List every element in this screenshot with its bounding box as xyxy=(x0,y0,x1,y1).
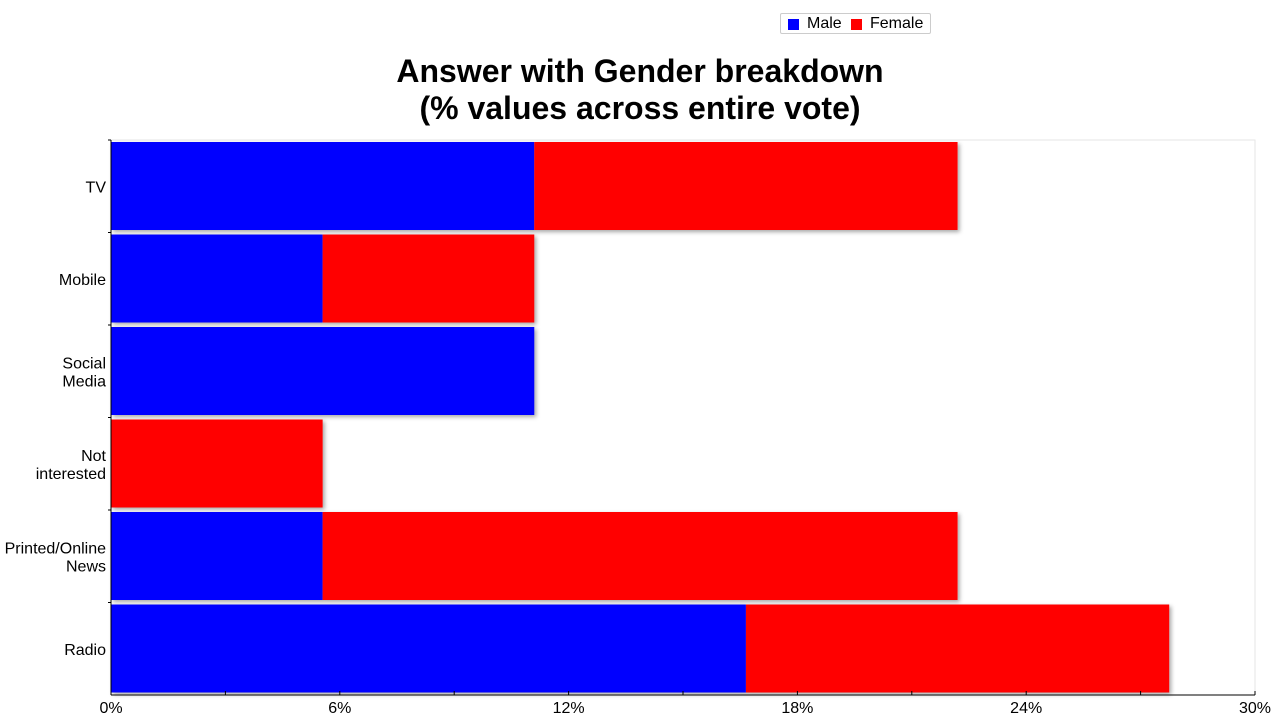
y-tick-label-line: News xyxy=(66,558,106,575)
y-axis: TV Mobile Social Media Not interested Printed/… xyxy=(5,139,112,695)
y-tick-label-mobile: Mobile xyxy=(59,272,106,289)
y-tick-label-line: Radio xyxy=(64,642,106,659)
chart-title: Answer with Gender breakdown (% values a… xyxy=(0,53,1280,127)
legend-swatch-male xyxy=(788,18,799,30)
y-tick-label-not-interested: Not interested xyxy=(36,448,107,483)
bar-tv-male[interactable] xyxy=(111,142,535,230)
x-tick-label: 6% xyxy=(328,700,351,717)
bar-printed-online-news-female[interactable] xyxy=(322,512,958,600)
legend: Male Female xyxy=(780,13,931,34)
y-tick-label-printed-online-news: Printed/Online News xyxy=(5,540,106,575)
y-tick-label-tv: TV xyxy=(86,179,107,196)
legend-label-male: Male xyxy=(807,15,842,32)
y-tick-label-social-media: Social Media xyxy=(62,355,106,390)
legend-item-male[interactable]: Male xyxy=(788,15,842,33)
bar-printed-online-news-male[interactable] xyxy=(111,512,323,600)
bar-group-not-interested xyxy=(111,419,323,508)
bar-group-radio xyxy=(111,604,1170,693)
y-tick-label-line: TV xyxy=(86,179,107,196)
x-tick-label: 12% xyxy=(553,700,585,717)
y-tick-label-radio: Radio xyxy=(64,642,106,659)
bar-group-mobile xyxy=(111,234,535,323)
legend-swatch-female xyxy=(851,18,862,30)
bar-radio-female[interactable] xyxy=(745,604,1170,693)
x-tick-label: 18% xyxy=(781,700,813,717)
chart-title-line-2: (% values across entire vote) xyxy=(419,90,861,126)
bar-mobile-female[interactable] xyxy=(322,234,535,323)
x-tick-label: 24% xyxy=(1010,700,1042,717)
bar-group-social-media xyxy=(111,327,535,415)
bar-radio-male[interactable] xyxy=(111,604,746,693)
y-tick-label-line: Social xyxy=(62,355,106,372)
y-tick-label-line: Media xyxy=(62,373,106,390)
x-tick-label: 30% xyxy=(1239,700,1271,717)
bar-social-media-male[interactable] xyxy=(111,327,535,415)
bars-group xyxy=(111,142,1170,693)
x-axis: 0% 6% 12% 18% 24% 30% xyxy=(99,691,1271,717)
bar-group-tv xyxy=(111,142,958,230)
y-tick-label-line: interested xyxy=(36,466,106,483)
y-tick-label-line: Mobile xyxy=(59,272,106,289)
bar-tv-female[interactable] xyxy=(534,142,958,230)
plot-area xyxy=(110,139,1256,696)
chart-title-line-1: Answer with Gender breakdown xyxy=(396,53,884,89)
y-tick-label-line: Not xyxy=(81,448,106,465)
bar-not-interested-female[interactable] xyxy=(111,419,323,508)
y-tick-label-line: Printed/Online xyxy=(5,540,106,557)
bar-group-printed-online-news xyxy=(111,512,958,600)
legend-item-female[interactable]: Female xyxy=(851,15,923,33)
x-tick-label: 0% xyxy=(99,700,122,717)
legend-label-female: Female xyxy=(870,15,924,32)
bar-mobile-male[interactable] xyxy=(111,234,323,323)
